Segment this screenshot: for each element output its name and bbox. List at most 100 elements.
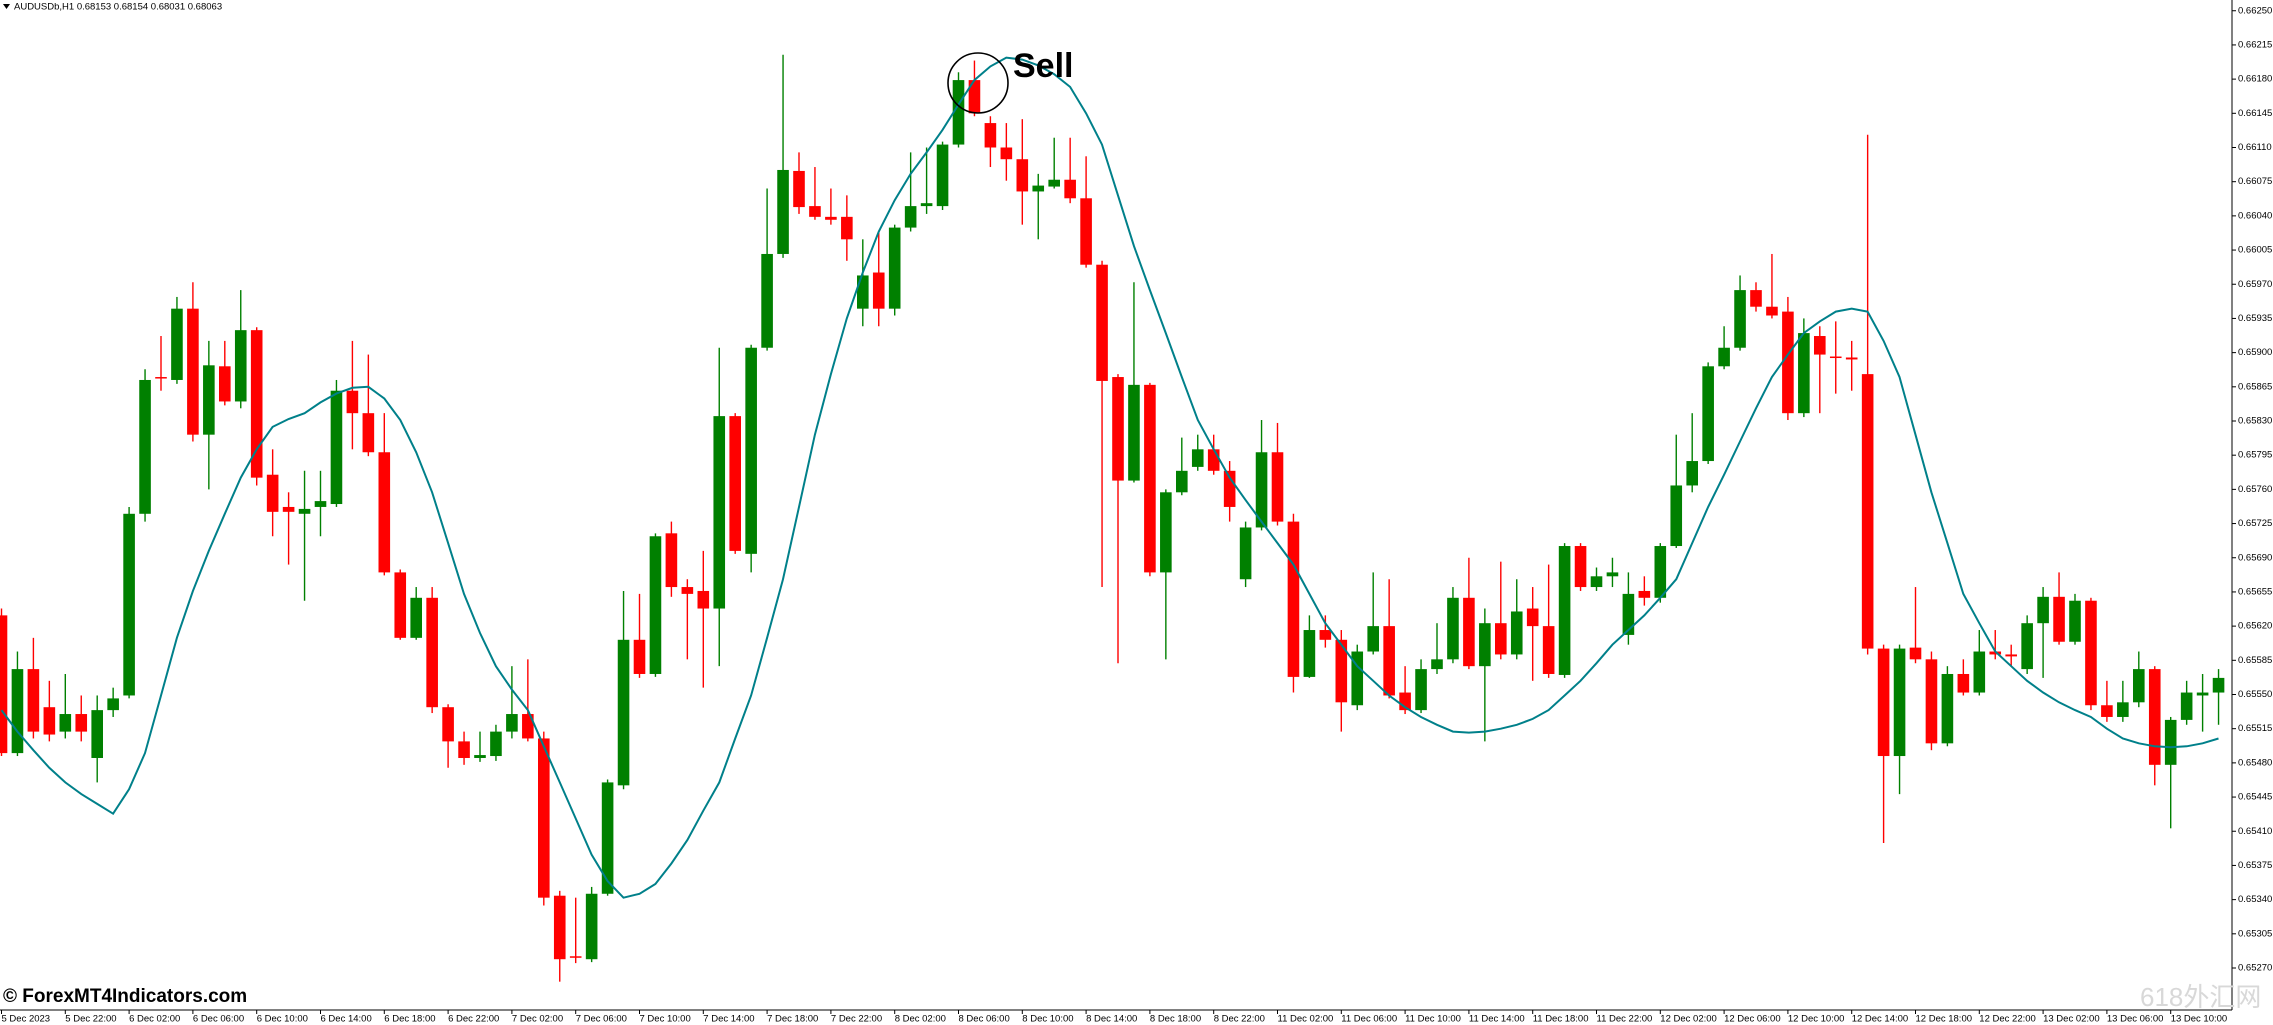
- candle-body: [298, 508, 311, 514]
- y-tick-label: 0.65550: [2238, 689, 2272, 700]
- plot: 0.65270 0.65305 0.65340 0.65375 0.65410 0.654…: [0, 5, 2272, 1025]
- y-tick-label: 0.65410: [2238, 826, 2272, 837]
- candle-body: [1495, 623, 1507, 655]
- candle-body: [1303, 630, 1316, 677]
- candle-body: [1096, 264, 1108, 381]
- y-tick-label: 0.65690: [2238, 552, 2272, 563]
- candle-body: [2212, 677, 2225, 693]
- x-tick-label: 6 Dec 06:00: [193, 1014, 244, 1025]
- y-tick-label: 0.65480: [2238, 757, 2272, 768]
- candle-body: [2117, 702, 2129, 717]
- x-tick-label: 6 Dec 18:00: [384, 1014, 435, 1025]
- candle-body: [2053, 596, 2065, 642]
- candle-body: [1064, 179, 1076, 199]
- x-tick-label: 13 Dec 10:00: [2171, 1014, 2228, 1025]
- candle-body: [1080, 198, 1092, 265]
- candle-body: [234, 330, 247, 402]
- candle-body: [266, 474, 279, 512]
- candle-body: [203, 365, 215, 435]
- copyright: © ForexMT4Indicators.com: [3, 986, 247, 1007]
- candle-body: [123, 513, 135, 696]
- candle-body: [553, 895, 566, 960]
- y-tick-label: 0.66110: [2238, 142, 2272, 153]
- x-tick-label: 5 Dec 22:00: [65, 1014, 116, 1025]
- x-tick-label: 8 Dec 02:00: [895, 1014, 946, 1025]
- x-tick-label: 11 Dec 22:00: [1597, 1014, 1653, 1025]
- candle-body: [1574, 546, 1587, 588]
- candle-body: [1367, 626, 1379, 652]
- candle-body: [1845, 357, 1858, 360]
- candle-body: [601, 782, 614, 894]
- candle-body: [585, 893, 598, 960]
- candle-body: [825, 216, 837, 220]
- candle-body: [1925, 659, 1938, 744]
- candle-body: [697, 590, 710, 609]
- candle-body: [1798, 333, 1810, 414]
- candle-body: [458, 741, 470, 758]
- candle-body: [2180, 692, 2193, 720]
- x-tick-label: 7 Dec 06:00: [576, 1014, 627, 1025]
- candle-body: [920, 203, 933, 207]
- candle-body: [1048, 179, 1060, 187]
- x-tick-label: 7 Dec 18:00: [767, 1014, 818, 1025]
- candle-body: [394, 572, 407, 638]
- candle-body: [1000, 147, 1013, 160]
- candle-body: [107, 698, 119, 711]
- candle-body: [1590, 576, 1603, 588]
- candle-body: [219, 366, 231, 402]
- candle-body: [2148, 669, 2161, 765]
- candle-body: [538, 738, 550, 898]
- candle-body: [1829, 356, 1842, 359]
- candle-body: [1383, 626, 1395, 696]
- symbol-header: AUDUSDb,H1 0.68153 0.68154 0.68031 0.680…: [14, 2, 222, 13]
- candle-body: [1670, 485, 1683, 547]
- y-tick-label: 0.66040: [2238, 210, 2272, 221]
- candle-body: [1686, 461, 1698, 486]
- candle-body: [569, 956, 582, 958]
- candle-body: [1016, 159, 1029, 192]
- y-tick-label: 0.66250: [2238, 5, 2272, 16]
- candle-body: [43, 707, 56, 735]
- candle-body: [681, 587, 694, 594]
- y-tick-label: 0.65585: [2238, 655, 2272, 666]
- x-tick-label: 7 Dec 02:00: [512, 1014, 563, 1025]
- candle-body: [1032, 185, 1045, 192]
- candle-body: [1622, 593, 1635, 635]
- x-tick-label: 7 Dec 14:00: [703, 1014, 754, 1025]
- candle-body: [1479, 623, 1491, 667]
- y-tick-label: 0.65935: [2238, 313, 2272, 324]
- x-tick-label: 12 Dec 10:00: [1788, 1014, 1845, 1025]
- candle-body: [1973, 651, 1986, 693]
- candle-body: [1654, 546, 1667, 598]
- x-tick-label: 12 Dec 06:00: [1724, 1014, 1781, 1025]
- candle-body: [27, 669, 40, 732]
- candle-body: [1447, 597, 1459, 660]
- candle-body: [1160, 492, 1172, 573]
- x-tick-label: 6 Dec 14:00: [321, 1014, 372, 1025]
- x-tick-label: 12 Dec 22:00: [1979, 1014, 2036, 1025]
- x-tick-label: 8 Dec 18:00: [1150, 1014, 1201, 1025]
- candle-body: [1431, 659, 1443, 670]
- y-tick-label: 0.65970: [2238, 279, 2272, 290]
- candle-body: [1702, 366, 1714, 462]
- candle-body: [2133, 669, 2145, 703]
- x-tick-label: 11 Dec 10:00: [1405, 1014, 1461, 1025]
- candle-body: [410, 597, 422, 638]
- candle-body: [1144, 384, 1156, 573]
- candle-body: [665, 533, 678, 588]
- candle-body: [617, 639, 630, 786]
- candle-body: [474, 755, 486, 758]
- candle-body: [984, 123, 997, 148]
- candle-body: [761, 253, 773, 348]
- candle-body: [1941, 673, 1954, 744]
- candle-body: [2005, 654, 2017, 657]
- x-tick-label: 12 Dec 14:00: [1852, 1014, 1909, 1025]
- candle-body: [1415, 669, 1427, 711]
- y-tick-label: 0.66005: [2238, 245, 2272, 256]
- y-tick-label: 0.65515: [2238, 723, 2272, 734]
- x-tick-label: 8 Dec 10:00: [1022, 1014, 1073, 1025]
- candle-body: [426, 597, 438, 708]
- candle-body: [139, 379, 151, 514]
